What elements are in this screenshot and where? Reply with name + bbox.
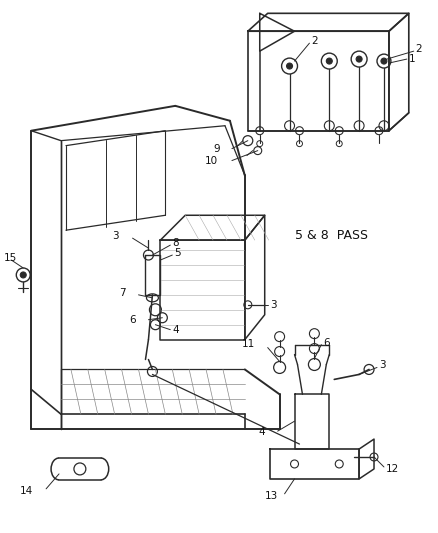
Text: 6: 6 <box>323 337 329 348</box>
Text: 13: 13 <box>264 491 277 501</box>
Text: 3: 3 <box>378 360 385 370</box>
Circle shape <box>20 272 26 278</box>
Circle shape <box>325 58 332 64</box>
Text: 10: 10 <box>205 156 218 166</box>
Circle shape <box>286 63 292 69</box>
Text: 2: 2 <box>311 36 317 46</box>
Circle shape <box>355 56 361 62</box>
Circle shape <box>380 58 386 64</box>
Text: 11: 11 <box>241 338 254 349</box>
Text: 7: 7 <box>119 288 125 298</box>
Text: 5 & 8  PASS: 5 & 8 PASS <box>294 229 367 241</box>
Text: 9: 9 <box>213 143 219 154</box>
Text: 4: 4 <box>258 427 264 437</box>
Text: 3: 3 <box>112 231 118 241</box>
Text: 1: 1 <box>408 54 414 64</box>
Text: 8: 8 <box>172 238 179 248</box>
Text: 5: 5 <box>174 248 180 258</box>
Text: 14: 14 <box>20 486 33 496</box>
Text: 3: 3 <box>269 300 276 310</box>
Text: 2: 2 <box>414 44 420 54</box>
Text: 12: 12 <box>385 464 398 474</box>
Text: 15: 15 <box>4 253 17 263</box>
Text: 4: 4 <box>172 325 179 335</box>
Text: 6: 6 <box>129 314 135 325</box>
